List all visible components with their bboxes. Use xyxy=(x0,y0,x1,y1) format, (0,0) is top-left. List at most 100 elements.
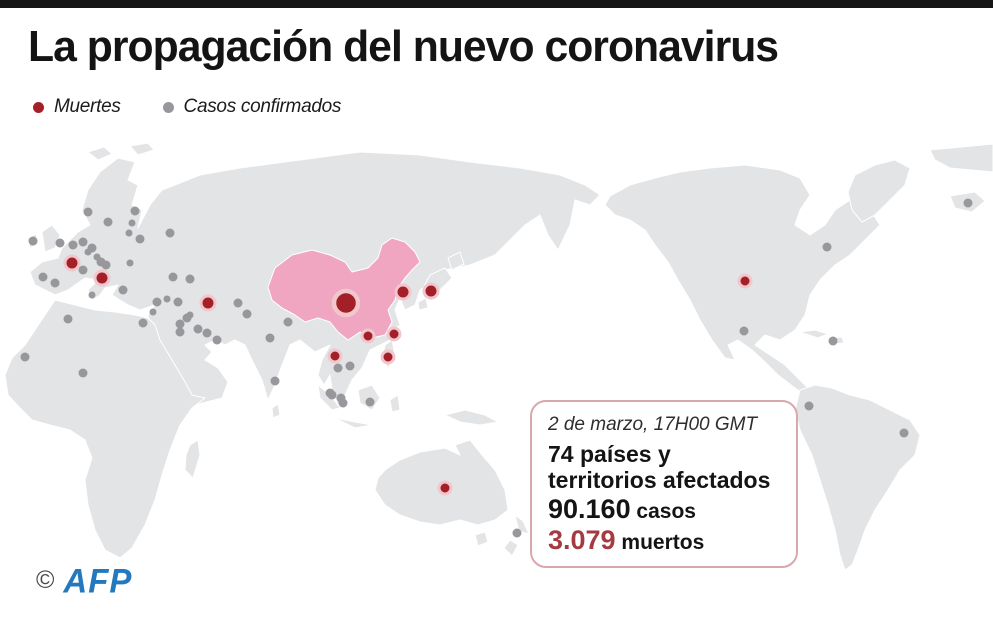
case-dot xyxy=(135,234,145,244)
cases-label: casos xyxy=(630,499,696,523)
case-dot xyxy=(963,198,973,208)
case-dot xyxy=(165,228,175,238)
legend-item-deaths: Muertes xyxy=(33,96,121,118)
island-hokkaido xyxy=(447,251,465,271)
death-dot xyxy=(422,282,440,300)
case-dot xyxy=(101,260,111,270)
death-dot xyxy=(360,328,376,344)
death-dot xyxy=(386,326,402,342)
case-dot xyxy=(55,238,65,248)
copyright-icon: © xyxy=(36,566,55,594)
arctic-island xyxy=(87,146,113,161)
deaths-dot-icon xyxy=(33,101,44,113)
case-dot xyxy=(822,242,832,252)
dots-layer xyxy=(20,198,973,538)
case-dot xyxy=(130,206,140,216)
case-dot xyxy=(128,219,136,227)
case-dot xyxy=(118,285,128,295)
death-dot xyxy=(737,273,753,289)
case-dot xyxy=(899,428,909,438)
continent-south-america xyxy=(794,384,921,571)
case-dot xyxy=(739,326,749,336)
case-dot xyxy=(512,528,522,538)
case-dot xyxy=(168,272,178,282)
timestamp: 2 de marzo, 17H00 GMT xyxy=(548,414,758,435)
case-dot xyxy=(138,318,148,328)
arctic-island xyxy=(129,142,155,156)
case-dot xyxy=(84,248,92,256)
case-dot xyxy=(233,298,243,308)
case-dot xyxy=(283,317,293,327)
death-dot xyxy=(327,348,343,364)
island-borneo xyxy=(357,384,381,411)
case-dot xyxy=(333,363,343,373)
arctic-topright xyxy=(929,143,993,173)
death-dot xyxy=(331,288,361,318)
case-dot xyxy=(78,265,88,275)
affected-line-1: 74 países y xyxy=(548,440,671,467)
case-dot xyxy=(152,297,162,307)
case-dot xyxy=(345,361,355,371)
death-dot xyxy=(63,254,81,272)
island-nz-south xyxy=(503,539,519,557)
island-java xyxy=(334,417,373,429)
case-dot xyxy=(182,313,192,323)
afp-credit: © AFP xyxy=(36,561,133,600)
case-dot xyxy=(103,217,113,227)
top-black-bar xyxy=(0,0,993,8)
page-title: La propagación del nuevo coronavirus xyxy=(28,22,779,71)
case-dot xyxy=(125,229,133,237)
legend-item-cases: Casos confirmados xyxy=(162,96,341,118)
legend-deaths-label: Muertes xyxy=(54,96,121,117)
island-kyushu xyxy=(417,297,429,311)
deaths-label: muertos xyxy=(615,530,705,554)
case-dot xyxy=(173,297,183,307)
case-dot xyxy=(20,352,30,362)
death-dot xyxy=(437,480,453,496)
landmasses xyxy=(4,142,993,571)
afp-logo: AFP xyxy=(63,561,133,600)
cases-value: 90.160 xyxy=(548,493,631,524)
deaths-value: 3.079 xyxy=(548,524,616,555)
death-dot xyxy=(394,283,412,301)
case-dot xyxy=(193,324,203,334)
case-dot xyxy=(50,278,60,288)
case-dot xyxy=(828,336,838,346)
deaths-line: 3.079 muertos xyxy=(548,525,780,556)
case-dot xyxy=(175,327,185,337)
affected-line-2: territorios afectados xyxy=(548,467,771,494)
case-dot xyxy=(185,274,195,284)
island-tasmania xyxy=(474,531,489,547)
case-dot xyxy=(63,314,73,324)
island-nz-north xyxy=(514,514,530,535)
island-newguinea xyxy=(444,409,499,426)
stats-infobox: 2 de marzo, 17H00 GMT 74 países y territ… xyxy=(530,400,798,568)
case-dot xyxy=(78,237,88,247)
case-dot xyxy=(126,259,134,267)
death-dot xyxy=(199,294,217,312)
case-dot xyxy=(88,291,96,299)
island-madagascar xyxy=(184,439,201,479)
case-dot xyxy=(242,309,252,319)
legend: Muertes Casos confirmados xyxy=(33,96,383,118)
case-dot xyxy=(68,240,78,250)
case-dot xyxy=(175,319,185,329)
case-dot xyxy=(804,401,814,411)
island-srilanka xyxy=(271,403,281,419)
case-dot xyxy=(38,272,48,282)
island-greenland xyxy=(847,159,911,223)
case-dot xyxy=(270,376,280,386)
case-dot xyxy=(163,295,171,303)
death-dot xyxy=(380,349,396,365)
case-dot xyxy=(83,207,93,217)
continent-africa xyxy=(4,299,206,559)
case-dot xyxy=(265,333,275,343)
case-dot xyxy=(338,398,348,408)
case-dot xyxy=(28,236,38,246)
case-dot xyxy=(78,368,88,378)
island-britain xyxy=(41,224,61,253)
island-sulawesi xyxy=(389,394,401,413)
case-dot xyxy=(212,335,222,345)
case-dot xyxy=(327,390,337,400)
